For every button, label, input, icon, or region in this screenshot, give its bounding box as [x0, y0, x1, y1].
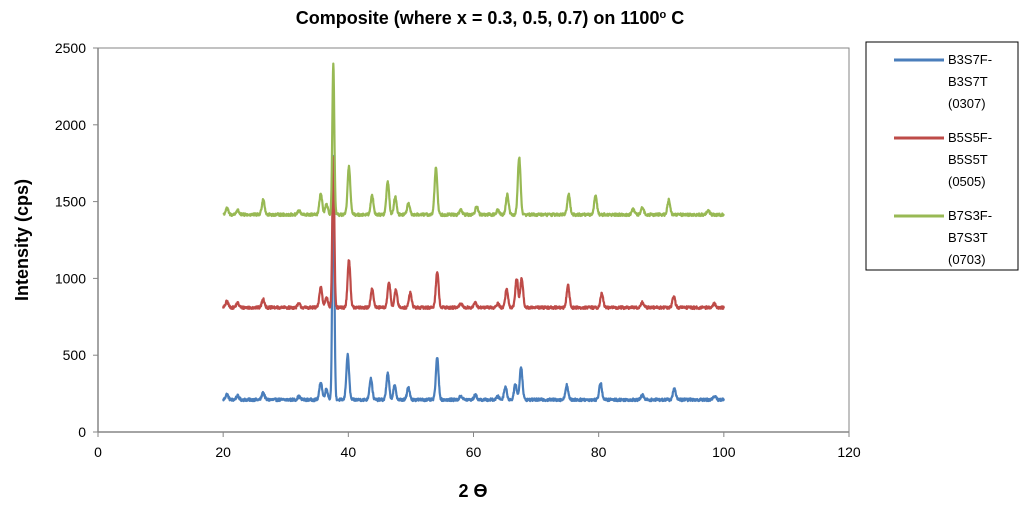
y-tick-label: 1500	[55, 194, 86, 210]
y-tick-label: 1000	[55, 270, 86, 286]
legend: B3S7F-B3S7T (0307) B5S5F-B5S5T (0505) B7S3F-…	[865, 41, 1019, 271]
series-layer	[222, 62, 725, 403]
plot-area	[97, 47, 850, 433]
series-line-3	[222, 62, 725, 218]
x-tick-label: 0	[94, 444, 102, 460]
chart-title: Composite (where x = 0.3, 0.5, 0.7) on 1…	[296, 8, 684, 28]
y-axis-title: Intensity (cps)	[12, 179, 32, 301]
y-tick-label: 500	[63, 347, 87, 363]
x-tick-label: 40	[341, 444, 357, 460]
y-tick-label: 2500	[55, 40, 86, 56]
plot-border	[97, 47, 850, 433]
y-tick-label: 2000	[55, 117, 86, 133]
legend-label-2: B5S5F-B5S5T (0505)	[948, 130, 992, 189]
series-line-2	[222, 156, 725, 311]
x-tick-label: 120	[837, 444, 861, 460]
series-line-1	[222, 154, 725, 403]
y-axis-ticks: 0 500 1000 1500 2000 2500	[55, 40, 98, 440]
legend-label-1: B3S7F-B3S7T (0307)	[948, 52, 992, 111]
x-axis-ticks: 0 20 40 60 80 100 120	[94, 432, 861, 460]
x-tick-label: 100	[712, 444, 736, 460]
x-tick-label: 60	[466, 444, 482, 460]
y-tick-label: 0	[78, 424, 86, 440]
x-tick-label: 20	[215, 444, 231, 460]
legend-box	[865, 41, 1019, 271]
x-axis-title: 2 ϴ	[458, 481, 487, 501]
legend-label-3: B7S3F-B7S3T (0703)	[948, 208, 992, 267]
x-tick-label: 80	[591, 444, 607, 460]
